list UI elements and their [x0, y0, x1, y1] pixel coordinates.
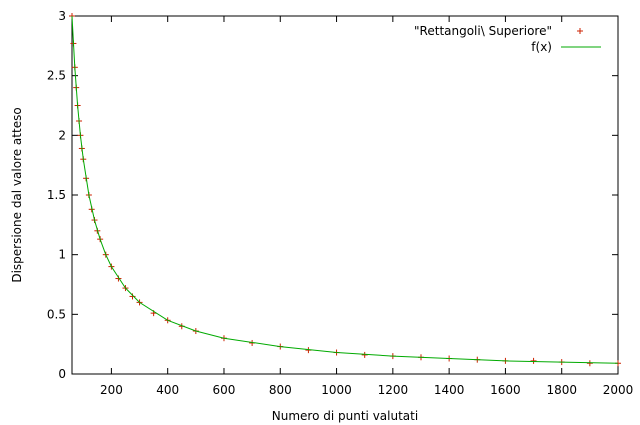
x-tick-label: 1200	[378, 383, 409, 397]
y-tick-label: 1	[58, 248, 66, 262]
legend-marker-plus	[577, 28, 583, 34]
y-tick-label: 0.5	[47, 307, 66, 321]
legend-label-line: f(x)	[531, 40, 552, 54]
x-axis-label: Numero di punti valutati	[272, 409, 418, 423]
legend-marks	[561, 28, 601, 48]
y-axis-label: Dispersione dal valore atteso	[10, 107, 24, 282]
x-tick-label: 1800	[546, 383, 577, 397]
y-tick-label: 2	[58, 128, 66, 142]
y-tick-label: 1.5	[47, 188, 66, 202]
series-layer	[69, 13, 621, 367]
x-tick-label: 400	[156, 383, 179, 397]
y-tick-label: 3	[58, 9, 66, 23]
x-tick-label: 2000	[603, 383, 634, 397]
series-line-fx	[71, 15, 619, 364]
x-axis-ticks: 200 400 600 800 1000 1200 1400 1600 1800 2000	[100, 16, 633, 397]
data-point	[530, 357, 537, 364]
data-point	[586, 360, 593, 367]
x-tick-label: 1400	[434, 383, 465, 397]
plot-frame	[71, 15, 619, 375]
x-tick-label: 600	[213, 383, 236, 397]
x-tick-label: 1600	[490, 383, 521, 397]
legend-label-points: "Rettangoli\ Superiore"	[414, 24, 552, 38]
y-tick-label: 2.5	[47, 69, 66, 83]
data-point	[129, 293, 136, 300]
x-tick-label: 1000	[321, 383, 352, 397]
legend: "Rettangoli\ Superiore" f(x)	[414, 24, 601, 54]
y-axis-ticks: 0 0.5 1 1.5 2 2.5 3	[47, 9, 618, 381]
y-tick-label: 0	[58, 367, 66, 381]
x-tick-label: 200	[100, 383, 123, 397]
x-tick-label: 800	[269, 383, 292, 397]
